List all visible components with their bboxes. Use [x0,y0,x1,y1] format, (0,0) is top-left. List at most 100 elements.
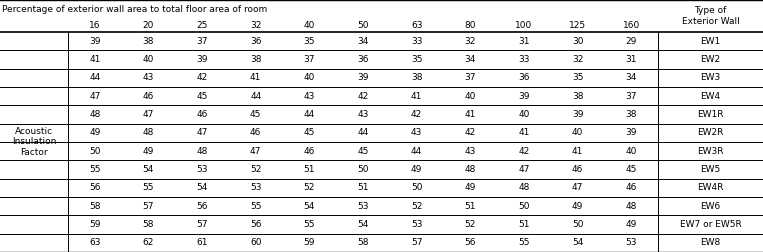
Text: 31: 31 [626,55,637,64]
Text: 49: 49 [626,220,637,229]
Text: 42: 42 [357,92,369,101]
Text: 44: 44 [411,147,422,156]
Text: 38: 38 [250,55,262,64]
Text: 125: 125 [569,20,586,29]
Text: 39: 39 [89,37,101,46]
Text: 54: 54 [571,238,583,247]
Text: 160: 160 [623,20,640,29]
Text: 38: 38 [571,92,583,101]
Text: 58: 58 [89,202,101,211]
Text: 53: 53 [357,202,369,211]
Text: 41: 41 [89,55,101,64]
Text: 20: 20 [143,20,154,29]
Text: 34: 34 [465,55,476,64]
Text: 61: 61 [196,238,208,247]
Text: 63: 63 [411,20,423,29]
Text: 55: 55 [250,202,262,211]
Text: 45: 45 [357,147,369,156]
Text: 43: 43 [304,92,315,101]
Text: 35: 35 [411,55,423,64]
Text: 47: 47 [196,128,208,137]
Text: 30: 30 [571,37,583,46]
Text: 39: 39 [518,92,530,101]
Text: 43: 43 [465,147,476,156]
Text: 62: 62 [143,238,154,247]
Text: 50: 50 [357,20,369,29]
Text: 57: 57 [196,220,208,229]
Text: 36: 36 [518,73,530,82]
Text: 42: 42 [411,110,422,119]
Text: 41: 41 [465,110,476,119]
Text: 56: 56 [89,183,101,192]
Text: 48: 48 [89,110,101,119]
Text: 46: 46 [196,110,208,119]
Text: 56: 56 [196,202,208,211]
Text: 53: 53 [411,220,423,229]
Text: 37: 37 [465,73,476,82]
Text: 42: 42 [518,147,530,156]
Text: 43: 43 [411,128,423,137]
Text: 47: 47 [250,147,262,156]
Text: 32: 32 [465,37,476,46]
Text: 59: 59 [304,238,315,247]
Text: 43: 43 [357,110,369,119]
Text: 80: 80 [465,20,476,29]
Text: 16: 16 [89,20,101,29]
Text: EW2: EW2 [700,55,720,64]
Text: 47: 47 [89,92,101,101]
Text: EW3R: EW3R [697,147,724,156]
Text: 33: 33 [518,55,530,64]
Text: 36: 36 [250,37,262,46]
Text: 40: 40 [626,147,637,156]
Text: 51: 51 [357,183,369,192]
Text: 47: 47 [518,165,530,174]
Text: 35: 35 [571,73,583,82]
Text: 44: 44 [250,92,262,101]
Text: 46: 46 [304,147,315,156]
Text: EW6: EW6 [700,202,720,211]
Text: 34: 34 [626,73,637,82]
Text: 54: 54 [143,165,154,174]
Text: 40: 40 [571,128,583,137]
Text: 44: 44 [357,128,369,137]
Text: 54: 54 [357,220,369,229]
Text: 37: 37 [304,55,315,64]
Text: 33: 33 [411,37,423,46]
Text: 51: 51 [465,202,476,211]
Text: 52: 52 [411,202,423,211]
Text: 48: 48 [518,183,530,192]
Text: 39: 39 [357,73,369,82]
Text: 36: 36 [357,55,369,64]
Text: 49: 49 [411,165,423,174]
Text: 46: 46 [143,92,154,101]
Text: 41: 41 [250,73,262,82]
Text: 52: 52 [250,165,262,174]
Text: 48: 48 [196,147,208,156]
Text: 52: 52 [465,220,476,229]
Text: EW1R: EW1R [697,110,724,119]
Text: 44: 44 [89,73,101,82]
Text: 40: 40 [143,55,154,64]
Text: 35: 35 [304,37,315,46]
Text: 40: 40 [304,20,315,29]
Text: 47: 47 [571,183,583,192]
Text: 45: 45 [304,128,315,137]
Text: 25: 25 [196,20,208,29]
Text: 50: 50 [357,165,369,174]
Text: 41: 41 [571,147,583,156]
Text: 32: 32 [250,20,262,29]
Text: 41: 41 [411,92,423,101]
Text: 49: 49 [465,183,476,192]
Text: 52: 52 [304,183,315,192]
Text: 40: 40 [518,110,530,119]
Text: 29: 29 [626,37,637,46]
Text: 50: 50 [411,183,423,192]
Text: 42: 42 [196,73,208,82]
Text: EW3: EW3 [700,73,720,82]
Text: 50: 50 [518,202,530,211]
Text: 46: 46 [571,165,583,174]
Text: 53: 53 [196,165,208,174]
Text: EW5: EW5 [700,165,720,174]
Text: 50: 50 [89,147,101,156]
Text: 57: 57 [143,202,154,211]
